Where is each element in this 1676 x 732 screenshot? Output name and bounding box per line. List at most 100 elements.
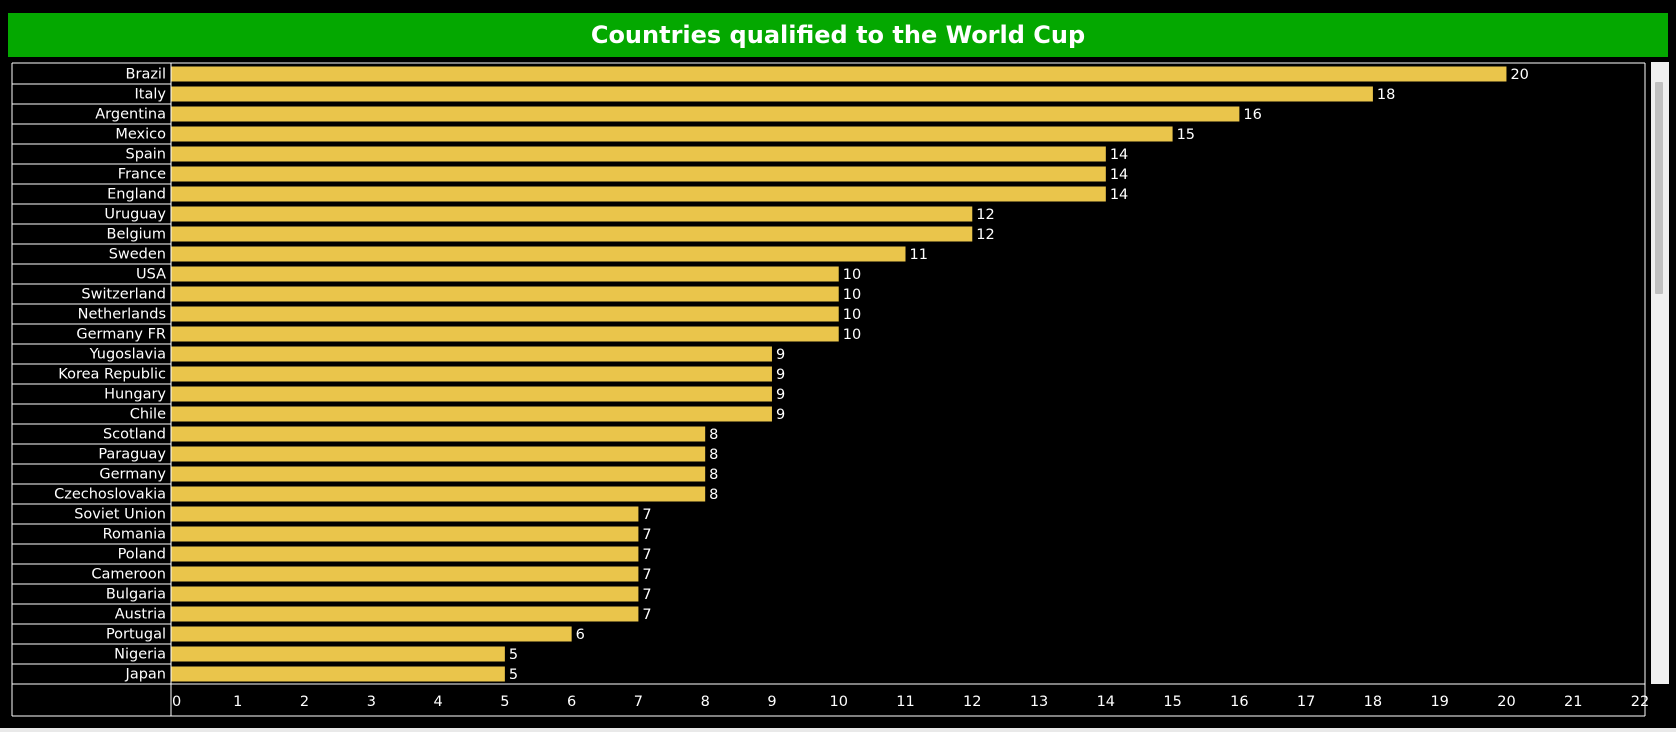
bottom-edge: [0, 728, 1676, 732]
row-label: Hungary: [104, 387, 166, 403]
row-label: USA: [136, 267, 166, 283]
data-label: 14: [1110, 187, 1128, 203]
bar[interactable]: [171, 546, 639, 562]
data-label: 18: [1377, 87, 1395, 103]
data-label: 14: [1110, 167, 1128, 183]
data-label: 15: [1177, 127, 1195, 143]
bars: [171, 66, 1507, 682]
bar[interactable]: [171, 446, 706, 462]
bar[interactable]: [171, 126, 1173, 142]
data-label: 7: [642, 567, 651, 583]
bar[interactable]: [171, 366, 772, 382]
row-label: Japan: [125, 667, 166, 683]
row-label: Spain: [125, 147, 166, 163]
bar[interactable]: [171, 486, 706, 502]
x-tick-label: 7: [634, 694, 643, 710]
row-label: Mexico: [115, 127, 166, 143]
x-tick-label: 2: [300, 694, 309, 710]
scrollbar-thumb[interactable]: [1655, 82, 1663, 294]
data-label: 7: [642, 547, 651, 563]
bar[interactable]: [171, 286, 839, 302]
data-label: 10: [843, 267, 861, 283]
row-label: Cameroon: [91, 567, 166, 583]
value-labels: 20 18 16 15 14 14 14 12 12 11 10 10 10 10 9 9 9 9 8 8 8 8 7 7 7 7…: [509, 67, 1529, 683]
bar[interactable]: [171, 506, 639, 522]
x-tick-label: 1: [233, 694, 242, 710]
row-label: Romania: [103, 527, 166, 543]
x-tick-label: 16: [1230, 694, 1248, 710]
x-tick-label: 18: [1364, 694, 1382, 710]
x-tick-label: 9: [767, 694, 776, 710]
bar[interactable]: [171, 86, 1373, 102]
data-label: 11: [910, 247, 928, 263]
x-tick-label: 12: [963, 694, 981, 710]
bar[interactable]: [171, 566, 639, 582]
row-label: Sweden: [109, 247, 166, 263]
data-label: 9: [776, 367, 785, 383]
row-label: Germany FR: [76, 327, 166, 343]
row-label: Scotland: [103, 427, 166, 443]
x-tick-label: 11: [896, 694, 914, 710]
data-label: 9: [776, 407, 785, 423]
bar[interactable]: [171, 626, 572, 642]
bar[interactable]: [171, 646, 505, 662]
data-label: 7: [642, 607, 651, 623]
row-label: Uruguay: [104, 207, 166, 223]
data-label: 8: [709, 487, 718, 503]
row-label: Soviet Union: [74, 507, 166, 523]
row-label: Brazil: [126, 67, 166, 83]
x-tick-label: 5: [500, 694, 509, 710]
bar[interactable]: [171, 106, 1240, 122]
row-label: Argentina: [95, 107, 166, 123]
bar[interactable]: [171, 426, 706, 442]
data-label: 16: [1243, 107, 1261, 123]
bar[interactable]: [171, 346, 772, 362]
vertical-scrollbar[interactable]: [1651, 62, 1669, 684]
bar[interactable]: [171, 386, 772, 402]
bar[interactable]: [171, 406, 772, 422]
bar[interactable]: [171, 266, 839, 282]
data-label: 20: [1510, 67, 1528, 83]
row-label: Poland: [118, 547, 166, 563]
row-label: Portugal: [106, 627, 166, 643]
x-tick-label: 21: [1564, 694, 1582, 710]
data-label: 10: [843, 287, 861, 303]
x-tick-label: 20: [1497, 694, 1515, 710]
data-label: 12: [976, 207, 994, 223]
bar[interactable]: [171, 206, 973, 222]
row-label: Germany: [99, 467, 166, 483]
bar[interactable]: [171, 186, 1106, 202]
bar[interactable]: [171, 606, 639, 622]
bar[interactable]: [171, 306, 839, 322]
bar[interactable]: [171, 246, 906, 262]
bar[interactable]: [171, 586, 639, 602]
bar[interactable]: [171, 226, 973, 242]
x-tick-label: 4: [433, 694, 442, 710]
bar[interactable]: [171, 146, 1106, 162]
row-label: Belgium: [107, 227, 166, 243]
data-label: 12: [976, 227, 994, 243]
x-tick-label: 17: [1297, 694, 1315, 710]
x-tick-label: 15: [1163, 694, 1181, 710]
bar[interactable]: [171, 326, 839, 342]
x-tick-label: 10: [830, 694, 848, 710]
data-label: 10: [843, 307, 861, 323]
bar[interactable]: [171, 466, 706, 482]
row-label: Nigeria: [114, 647, 166, 663]
x-tick-label: 8: [701, 694, 710, 710]
x-tick-label: 22: [1631, 694, 1649, 710]
x-tick-label: 6: [567, 694, 576, 710]
row-label: Netherlands: [78, 307, 166, 323]
bar[interactable]: [171, 526, 639, 542]
bar[interactable]: [171, 166, 1106, 182]
row-label: Paraguay: [98, 447, 166, 463]
bar[interactable]: [171, 66, 1507, 82]
data-label: 8: [709, 427, 718, 443]
row-label: Switzerland: [81, 287, 166, 303]
data-label: 8: [709, 467, 718, 483]
x-tick-label: 14: [1097, 694, 1115, 710]
row-label: Czechoslovakia: [54, 487, 166, 503]
row-label: Bulgaria: [106, 587, 166, 603]
bar[interactable]: [171, 666, 505, 682]
data-label: 14: [1110, 147, 1128, 163]
